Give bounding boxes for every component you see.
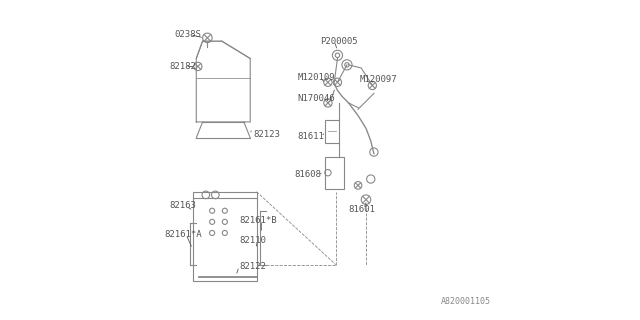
Text: P200005: P200005 — [320, 36, 358, 45]
Text: 82123: 82123 — [253, 130, 280, 139]
FancyBboxPatch shape — [193, 192, 257, 281]
Text: N170046: N170046 — [298, 94, 335, 103]
FancyBboxPatch shape — [324, 120, 339, 142]
Text: 82110: 82110 — [239, 236, 266, 245]
Text: M120109: M120109 — [298, 73, 335, 82]
Text: 82122: 82122 — [239, 262, 266, 271]
Text: 82161*A: 82161*A — [164, 230, 202, 239]
Text: M120097: M120097 — [360, 75, 397, 84]
Text: 81608: 81608 — [294, 170, 321, 179]
Text: A820001105: A820001105 — [440, 297, 490, 306]
Text: 82182: 82182 — [170, 62, 196, 71]
Text: 82163: 82163 — [170, 202, 196, 211]
Text: 0238S: 0238S — [174, 30, 201, 39]
Text: 81601: 81601 — [349, 205, 376, 214]
Text: 81611: 81611 — [298, 132, 324, 141]
FancyBboxPatch shape — [324, 157, 344, 188]
Text: 82161*B: 82161*B — [239, 216, 276, 225]
